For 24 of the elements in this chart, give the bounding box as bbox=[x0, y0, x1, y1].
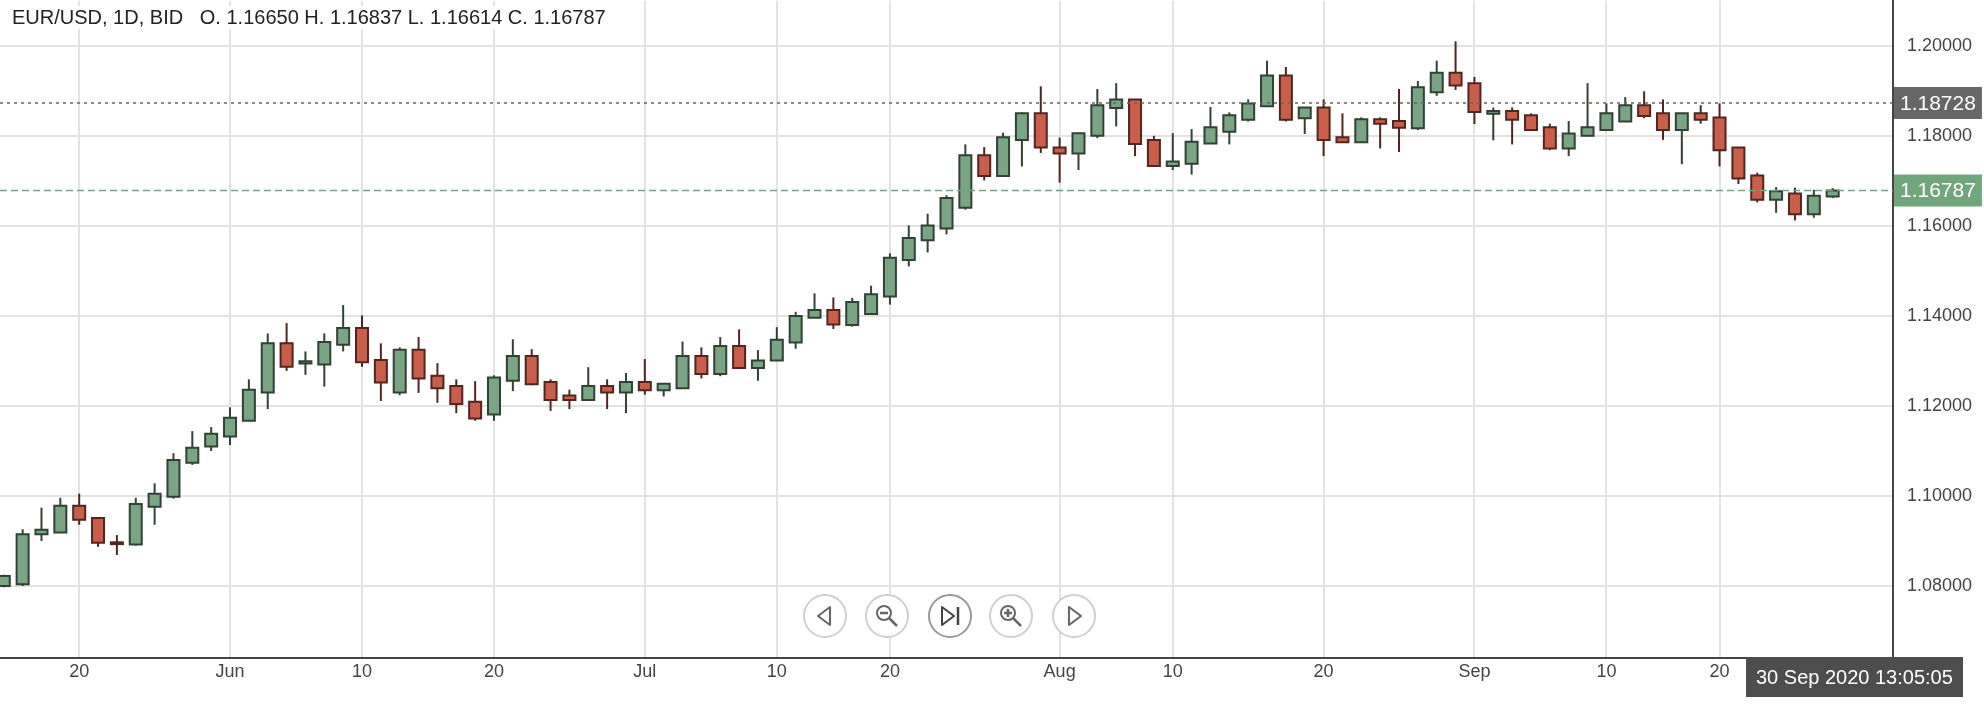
y-tick-label: 1.16000 bbox=[1907, 214, 1973, 235]
text: 30 Sep 2020 13:05:05 bbox=[1746, 657, 1963, 697]
x-tick-label: Jul bbox=[633, 660, 657, 681]
y-tick-label: 1.18000 bbox=[1907, 124, 1973, 145]
x-tick-label: 10 bbox=[351, 660, 373, 681]
y-tick-label: 1.20000 bbox=[1907, 34, 1973, 55]
y-tick-label: 1.14000 bbox=[1907, 304, 1973, 325]
x-tick-label: 20 bbox=[1313, 660, 1334, 681]
x-tick-label: 20 bbox=[483, 660, 505, 681]
x-tick-label: 20 bbox=[879, 660, 900, 681]
x-tick-label: 10 bbox=[766, 660, 787, 681]
x-tick-label: Aug bbox=[1043, 660, 1076, 681]
x-tick-label: 10 bbox=[1162, 660, 1183, 681]
y-tick-label: 1.08000 bbox=[1907, 574, 1973, 595]
x-tick-label: 20 bbox=[1709, 660, 1730, 681]
x-tick-label: 20 bbox=[69, 660, 90, 681]
chart-title: EUR/USD, 1D, BID O. 1.16650 H. 1.16837 L. 1.16614 C. 1.16787 bbox=[12, 6, 606, 29]
ref-line-label: 1.18728 bbox=[1900, 90, 1976, 114]
y-tick-label: 1.10000 bbox=[1907, 484, 1973, 505]
x-tick-label: Sep bbox=[1458, 660, 1491, 681]
x-tick-label: 10 bbox=[1596, 660, 1617, 681]
x-tick-label: Jun bbox=[215, 660, 245, 681]
y-tick-label: 1.12000 bbox=[1907, 394, 1973, 415]
ref-line-label: 1.16787 bbox=[1900, 178, 1976, 202]
